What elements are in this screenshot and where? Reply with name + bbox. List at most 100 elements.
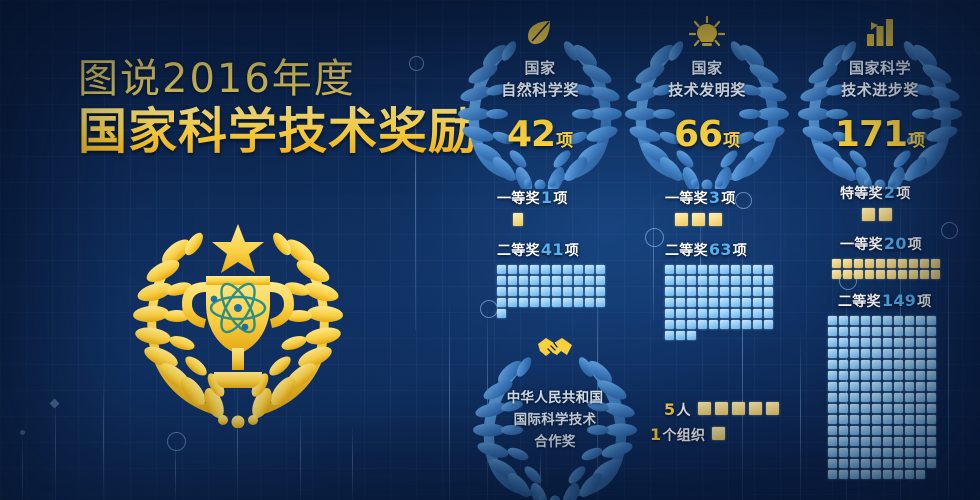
square-marker bbox=[883, 415, 892, 424]
square-marker bbox=[916, 327, 925, 336]
breakdown-row: 一等奖20项 bbox=[832, 234, 942, 281]
breakdown-row: 二等奖41项 bbox=[497, 240, 607, 320]
square-marker bbox=[850, 470, 859, 479]
square-group-second-prize bbox=[665, 265, 775, 342]
star-icon bbox=[212, 224, 264, 273]
square-marker bbox=[894, 470, 903, 479]
square-marker bbox=[665, 276, 674, 285]
square-marker bbox=[872, 404, 881, 413]
square-group-persons bbox=[697, 402, 798, 418]
square-group-organizations bbox=[712, 427, 732, 443]
square-marker bbox=[720, 298, 729, 307]
square-marker bbox=[731, 287, 740, 296]
square-marker bbox=[714, 402, 728, 415]
square-marker bbox=[894, 349, 903, 358]
breakdown-row: 一等奖3项 bbox=[665, 188, 775, 229]
square-marker bbox=[839, 426, 848, 435]
square-marker bbox=[541, 287, 550, 296]
square-marker bbox=[519, 265, 528, 274]
breakdown-label: 5人 bbox=[664, 400, 691, 419]
square-marker bbox=[872, 360, 881, 369]
square-marker bbox=[850, 360, 859, 369]
square-marker bbox=[508, 276, 517, 285]
square-marker bbox=[916, 371, 925, 380]
square-marker bbox=[497, 309, 506, 318]
square-marker bbox=[731, 276, 740, 285]
square-marker bbox=[883, 371, 892, 380]
square-marker bbox=[927, 382, 936, 391]
square-marker bbox=[916, 316, 925, 325]
square-marker bbox=[698, 276, 707, 285]
square-marker bbox=[828, 426, 837, 435]
square-marker bbox=[850, 448, 859, 457]
square-marker bbox=[850, 316, 859, 325]
laurel-wreath-icon bbox=[470, 330, 640, 500]
badge-title-natural-science: 国家 自然科学奖 bbox=[501, 59, 579, 99]
square-marker bbox=[872, 415, 881, 424]
breakdown-row: 二等奖63项 bbox=[665, 240, 775, 342]
square-marker bbox=[513, 213, 523, 226]
breakdown-international-cooperation: 5人 1个组织 bbox=[650, 400, 798, 445]
square-marker bbox=[916, 459, 925, 468]
square-marker bbox=[916, 382, 925, 391]
square-marker bbox=[687, 265, 696, 274]
square-marker bbox=[832, 270, 841, 279]
square-marker bbox=[676, 276, 685, 285]
square-group-first-prize bbox=[513, 213, 527, 229]
square-marker bbox=[574, 276, 583, 285]
square-marker bbox=[675, 213, 688, 226]
badge-title-international-cooperation: 中华人民共和国 国际科学技术 合作奖 bbox=[506, 390, 604, 450]
square-marker bbox=[872, 448, 881, 457]
square-marker bbox=[927, 448, 936, 457]
square-marker bbox=[861, 437, 870, 446]
square-marker bbox=[596, 265, 605, 274]
badge-natural-science[interactable]: 国家 自然科学奖 42项 bbox=[455, 14, 625, 194]
square-marker bbox=[596, 287, 605, 296]
square-marker bbox=[905, 327, 914, 336]
square-marker bbox=[850, 349, 859, 358]
atom-icon bbox=[209, 282, 267, 334]
square-marker bbox=[905, 382, 914, 391]
badge-technology-progress[interactable]: 国家科学 技术进步奖 171项 bbox=[795, 14, 965, 194]
square-marker bbox=[676, 309, 685, 318]
square-marker bbox=[898, 259, 907, 268]
square-marker bbox=[927, 437, 936, 446]
square-marker bbox=[698, 265, 707, 274]
square-marker bbox=[828, 382, 837, 391]
square-marker bbox=[497, 265, 506, 274]
square-marker bbox=[563, 298, 572, 307]
square-marker bbox=[764, 320, 773, 329]
breakdown-row: 一等奖1项 bbox=[497, 188, 607, 229]
badge-technology-invention[interactable]: 国家 技术发明奖 66项 bbox=[622, 14, 792, 194]
square-marker bbox=[850, 338, 859, 347]
square-marker bbox=[898, 270, 907, 279]
square-marker bbox=[839, 437, 848, 446]
square-marker bbox=[916, 415, 925, 424]
square-marker bbox=[748, 402, 762, 415]
square-marker bbox=[753, 309, 762, 318]
square-marker bbox=[850, 415, 859, 424]
square-marker bbox=[839, 371, 848, 380]
square-marker bbox=[894, 448, 903, 457]
handshake-icon bbox=[535, 334, 575, 366]
square-marker bbox=[574, 298, 583, 307]
square-marker bbox=[508, 298, 517, 307]
square-group-first-prize bbox=[832, 259, 942, 281]
square-marker bbox=[850, 393, 859, 402]
square-marker bbox=[731, 320, 740, 329]
square-marker bbox=[861, 404, 870, 413]
square-marker bbox=[530, 298, 539, 307]
square-marker bbox=[916, 470, 925, 479]
square-marker bbox=[497, 276, 506, 285]
lightbulb-icon bbox=[688, 15, 726, 54]
square-marker bbox=[872, 371, 881, 380]
square-marker bbox=[742, 287, 751, 296]
badge-international-cooperation[interactable]: 中华人民共和国 国际科学技术 合作奖 bbox=[470, 330, 640, 500]
square-marker bbox=[861, 360, 870, 369]
square-marker bbox=[861, 316, 870, 325]
breakdown-technology-progress: 特等奖2项 一等奖20项 二等奖149项 bbox=[828, 183, 942, 481]
square-marker bbox=[916, 338, 925, 347]
square-marker bbox=[927, 459, 936, 468]
square-marker bbox=[519, 298, 528, 307]
square-marker bbox=[731, 298, 740, 307]
